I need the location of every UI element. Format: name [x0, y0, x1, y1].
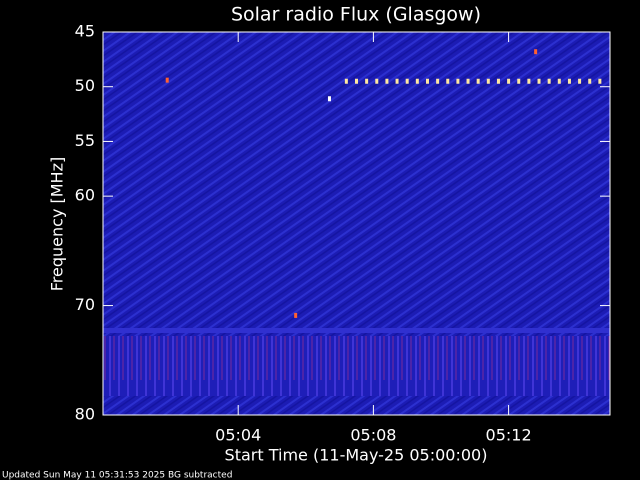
burst-point: [365, 78, 369, 84]
x-tick-label: 05:04: [215, 426, 261, 445]
burst-point: [578, 78, 582, 84]
x-tick-label: 05:12: [486, 426, 532, 445]
chart-title: Solar radio Flux (Glasgow): [231, 4, 481, 26]
burst-point: [547, 78, 551, 84]
burst-point: [425, 78, 429, 84]
burst-point: [344, 78, 348, 84]
burst-point: [436, 78, 440, 84]
burst-point: [517, 78, 521, 84]
interference-band: [103, 336, 610, 396]
y-axis-label: Frequency [MHz]: [48, 157, 67, 291]
plot-frame: [102, 31, 611, 416]
burst-point: [355, 78, 358, 84]
y-tick-label: 50: [75, 76, 95, 95]
burst-point: [507, 78, 511, 84]
burst-point: [476, 78, 480, 84]
burst-point: [446, 78, 450, 84]
y-tick-label: 70: [75, 295, 95, 314]
burst-point: [405, 78, 409, 84]
burst-point: [375, 78, 379, 84]
burst-point: [415, 78, 419, 84]
burst-point: [294, 312, 298, 318]
burst-point: [598, 78, 602, 84]
burst-point: [327, 96, 331, 102]
y-tick-label: 80: [75, 405, 95, 424]
burst-point: [496, 78, 500, 84]
y-tick-label: 60: [75, 186, 95, 205]
burst-point: [395, 78, 399, 84]
y-tick-label: 45: [75, 22, 95, 41]
burst-point: [537, 78, 541, 84]
y-tick-label: 55: [75, 131, 95, 150]
burst-point: [588, 78, 592, 84]
burst-point: [567, 78, 571, 84]
burst-point: [466, 78, 470, 84]
burst-point: [534, 49, 538, 55]
x-axis-label: Start Time (11-May-25 05:00:00): [225, 446, 488, 465]
band: [103, 328, 610, 333]
burst-point: [557, 78, 561, 84]
footer: Updated Sun May 11 05:31:53 2025 BG subt…: [2, 471, 232, 480]
x-tick-label: 05:08: [350, 426, 396, 445]
burst-point: [385, 78, 389, 84]
burst-point: [165, 77, 169, 83]
burst-point: [456, 78, 460, 84]
burst-point: [527, 78, 531, 84]
burst-point: [486, 78, 490, 84]
